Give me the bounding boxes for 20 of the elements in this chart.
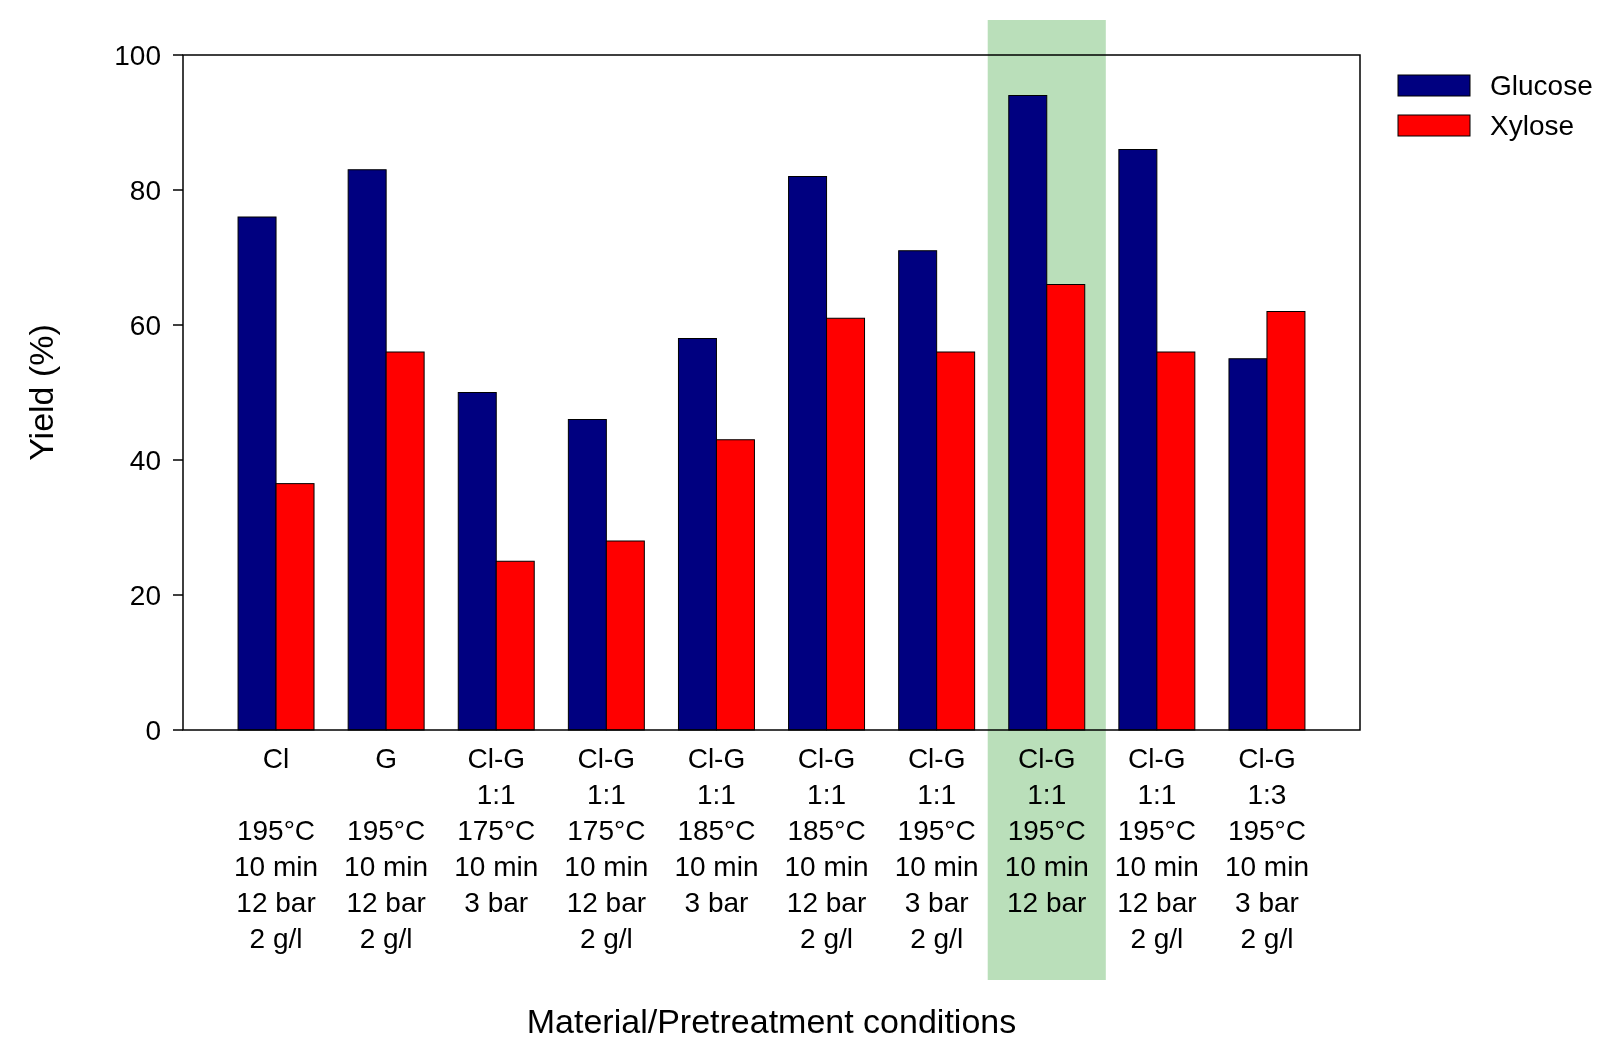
- y-tick-label: 80: [129, 174, 161, 206]
- y-tick-label: 60: [129, 309, 161, 341]
- x-tick-label: Cl-G 1:1 195°C 10 min 3 bar 2 g/l: [894, 743, 979, 954]
- x-tick-label: Cl-G 1:1 195°C 10 min 12 bar 2 g/l: [1114, 743, 1199, 954]
- x-tick-label: Cl-G 1:1 175°C 10 min 3 bar: [454, 743, 539, 918]
- y-tick-label: 20: [129, 579, 161, 611]
- x-tick-label: Cl-G 1:1 175°C 10 min 12 bar 2 g/l: [564, 743, 649, 954]
- category-label: Cl 195°C 10 min 12 bar 2 g/l: [234, 743, 319, 954]
- x-tick-label: Cl-G 1:3 195°C 10 min 3 bar 2 g/l: [1224, 743, 1309, 954]
- x-tick-label: Cl-G 1:1 195°C 10 min 12 bar: [1004, 743, 1089, 918]
- x-tick-label: Cl-G 1:1 185°C 10 min 12 bar 2 g/l: [784, 743, 869, 954]
- y-tick-label: 40: [129, 444, 161, 476]
- y-tick-label: 100: [114, 39, 161, 71]
- y-axis-title: Yield (%): [22, 324, 60, 461]
- x-axis-title: Material/Pretreatment conditions: [526, 1002, 1017, 1040]
- legend-label: Glucose: [1490, 69, 1593, 101]
- category-label: G 195°C 10 min 12 bar 2 g/l: [344, 743, 429, 954]
- legend-label: Xylose: [1490, 109, 1575, 141]
- x-tick-label: Cl-G 1:1 185°C 10 min 3 bar: [674, 743, 759, 918]
- y-tick-label: 0: [145, 714, 161, 746]
